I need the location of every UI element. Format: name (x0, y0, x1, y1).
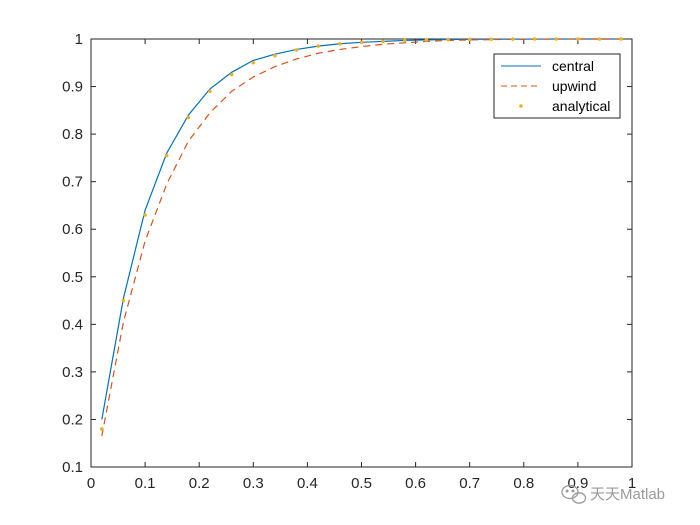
x-tick-label: 0.6 (405, 475, 426, 492)
y-tick-label: 0.7 (62, 174, 83, 191)
point-analytical (316, 44, 321, 48)
y-tick-label: 0.1 (62, 459, 83, 476)
legend-label-upwind: upwind (552, 78, 596, 94)
y-tick-label: 1 (75, 31, 83, 48)
x-axis-tick-labels: 0 0.1 0.2 0.3 0.4 0.5 0.6 0.7 0.8 0.9 1 (87, 475, 636, 492)
legend-label-central: central (552, 58, 594, 74)
y-tick-label: 0.8 (62, 126, 83, 143)
point-analytical (208, 89, 212, 94)
point-analytical (489, 37, 494, 41)
x-tick-label: 0.5 (351, 475, 372, 492)
axis-ticks (90, 38, 633, 468)
x-tick-label: 0.2 (189, 475, 210, 492)
point-analytical (359, 40, 364, 45)
x-tick-label: 0.4 (297, 475, 318, 492)
wechat-icon (561, 484, 587, 504)
point-analytical (338, 41, 342, 46)
point-analytical (294, 48, 299, 52)
point-analytical (121, 298, 126, 303)
watermark: 天天Matlab (561, 484, 665, 504)
y-tick-label: 0.3 (62, 364, 83, 381)
point-analytical (402, 38, 407, 43)
point-analytical (273, 53, 277, 58)
y-tick-label: 0.5 (62, 269, 83, 286)
point-analytical (619, 37, 623, 41)
legend-swatch-analytical (519, 104, 523, 108)
point-analytical (143, 213, 147, 217)
x-tick-label: 1 (628, 475, 636, 492)
point-analytical (381, 39, 385, 44)
point-analytical (532, 37, 537, 41)
y-tick-label: 0.2 (62, 411, 83, 428)
point-analytical (100, 427, 104, 431)
x-tick-label: 0.1 (135, 475, 156, 492)
point-analytical (164, 153, 169, 158)
y-tick-label: 0.6 (62, 221, 83, 238)
point-analytical (424, 38, 429, 42)
x-tick-label: 0.8 (513, 475, 534, 492)
point-analytical (597, 37, 602, 41)
legend: central upwind analytical (493, 53, 621, 119)
point-analytical (511, 37, 515, 41)
point-analytical (576, 37, 580, 41)
x-tick-label: 0.9 (567, 475, 588, 492)
y-tick-label: 0.9 (62, 79, 83, 96)
point-analytical (251, 60, 256, 65)
point-analytical (554, 37, 559, 41)
x-tick-label: 0.7 (459, 475, 480, 492)
point-analytical (229, 72, 234, 77)
series-layer (100, 37, 623, 437)
point-analytical (186, 115, 191, 120)
legend-label-analytical: analytical (552, 98, 610, 114)
point-analytical (446, 37, 450, 42)
watermark-text: 天天Matlab (590, 486, 665, 503)
x-tick-label: 0 (87, 475, 95, 492)
x-tick-label: 0.3 (243, 475, 264, 492)
y-tick-label: 0.4 (62, 316, 83, 333)
point-analytical (467, 37, 472, 42)
y-axis-tick-labels: 0.1 0.2 0.3 0.4 0.5 0.6 0.7 0.8 0.9 1 (62, 31, 83, 476)
